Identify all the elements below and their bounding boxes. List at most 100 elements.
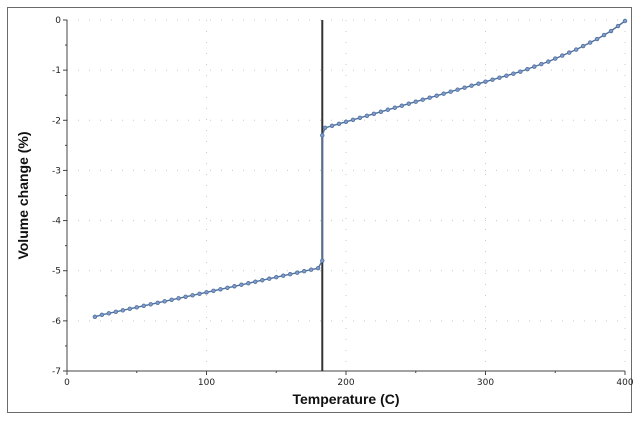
volume-change-chart: 0-1-2-3-4-5-6-70 100 200 300 400 Temperature… <box>15 16 633 407</box>
data-point <box>218 287 223 292</box>
data-point <box>615 23 621 29</box>
data-point <box>483 79 488 84</box>
data-point <box>622 18 628 24</box>
data-point <box>392 105 398 110</box>
data-layer <box>92 18 628 371</box>
data-point <box>546 59 551 64</box>
x-tick-label: 100 <box>198 378 215 388</box>
data-point <box>553 56 558 61</box>
data-point <box>497 75 502 80</box>
data-point <box>120 308 125 313</box>
y-tick-label: 0 <box>55 16 61 26</box>
data-point <box>413 99 418 104</box>
data-point <box>106 311 112 316</box>
x-tick-label: 400 <box>616 378 633 388</box>
data-point <box>364 113 370 118</box>
data-point <box>511 71 516 76</box>
y-tick-label: -3 <box>52 166 61 176</box>
data-point <box>336 121 342 126</box>
data-point <box>462 85 467 90</box>
data-point <box>320 133 325 138</box>
data-point <box>573 47 579 52</box>
data-point <box>141 303 146 309</box>
y-axis-title: Volume change (%) <box>15 131 31 259</box>
data-point <box>315 266 321 271</box>
data-point <box>399 103 404 108</box>
data-point <box>420 97 425 102</box>
series-line <box>94 20 626 318</box>
data-point <box>350 117 356 122</box>
data-point <box>469 83 474 88</box>
data-point <box>441 91 446 96</box>
data-point <box>343 119 349 124</box>
data-point <box>504 73 509 78</box>
data-point <box>183 294 188 299</box>
data-point <box>560 53 565 58</box>
data-point <box>176 296 181 301</box>
y-tick-label: -7 <box>52 367 61 377</box>
data-point <box>320 258 325 263</box>
data-point <box>385 107 391 112</box>
data-point <box>294 270 300 275</box>
data-point <box>490 77 495 82</box>
data-point <box>539 61 544 67</box>
data-point <box>281 273 286 278</box>
x-tick-label: 300 <box>477 378 494 388</box>
data-point <box>448 89 453 94</box>
data-point <box>197 291 202 296</box>
data-point <box>532 64 537 69</box>
y-tick-label: -5 <box>52 267 61 277</box>
data-point <box>601 32 607 38</box>
data-point <box>260 278 265 283</box>
data-point <box>232 284 237 289</box>
data-point <box>434 93 439 98</box>
y-tick-label: -1 <box>52 66 61 76</box>
data-point <box>518 69 523 74</box>
data-point <box>329 123 335 129</box>
data-point <box>406 101 411 106</box>
data-point <box>148 302 153 307</box>
data-point <box>288 272 293 277</box>
x-tick-label: 200 <box>337 378 354 388</box>
data-point <box>427 95 432 100</box>
data-point <box>162 299 167 304</box>
data-point <box>246 281 251 286</box>
data-point <box>169 297 174 302</box>
data-point <box>567 50 572 55</box>
grid-layer <box>67 19 626 372</box>
data-point <box>525 66 530 72</box>
data-point <box>239 282 244 287</box>
data-point <box>580 43 586 49</box>
data-point <box>225 285 230 290</box>
data-point <box>267 276 272 281</box>
y-tick-label: -6 <box>52 317 61 327</box>
data-point <box>308 267 314 272</box>
chart-panel: 0 -1 -2 -3 -4 -5 -6 -7 0 100 200 300 400 Temperature… <box>7 7 633 413</box>
data-point <box>587 40 593 45</box>
data-point <box>476 81 481 86</box>
data-point <box>301 269 307 274</box>
data-point <box>274 275 279 280</box>
data-point <box>371 111 377 116</box>
data-point <box>378 109 384 114</box>
y-tick-label: -2 <box>52 116 61 126</box>
data-point <box>594 36 600 42</box>
data-point <box>92 314 98 320</box>
x-axis-title: Temperature (C) <box>292 391 399 407</box>
data-point <box>204 290 209 295</box>
data-point <box>322 125 328 131</box>
x-tick-label: 0 <box>64 378 70 388</box>
data-point <box>357 115 363 120</box>
data-point <box>127 306 132 312</box>
y-tick-label: -4 <box>52 217 61 227</box>
data-point <box>155 300 160 306</box>
data-point <box>99 312 105 318</box>
data-point <box>134 305 139 310</box>
data-point <box>190 293 195 298</box>
axis-layer: 0-1-2-3-4-5-6-70 100 200 300 400 <box>52 16 633 388</box>
data-point <box>608 28 614 34</box>
data-point <box>211 288 216 293</box>
data-point <box>113 309 119 315</box>
data-point <box>253 279 258 284</box>
